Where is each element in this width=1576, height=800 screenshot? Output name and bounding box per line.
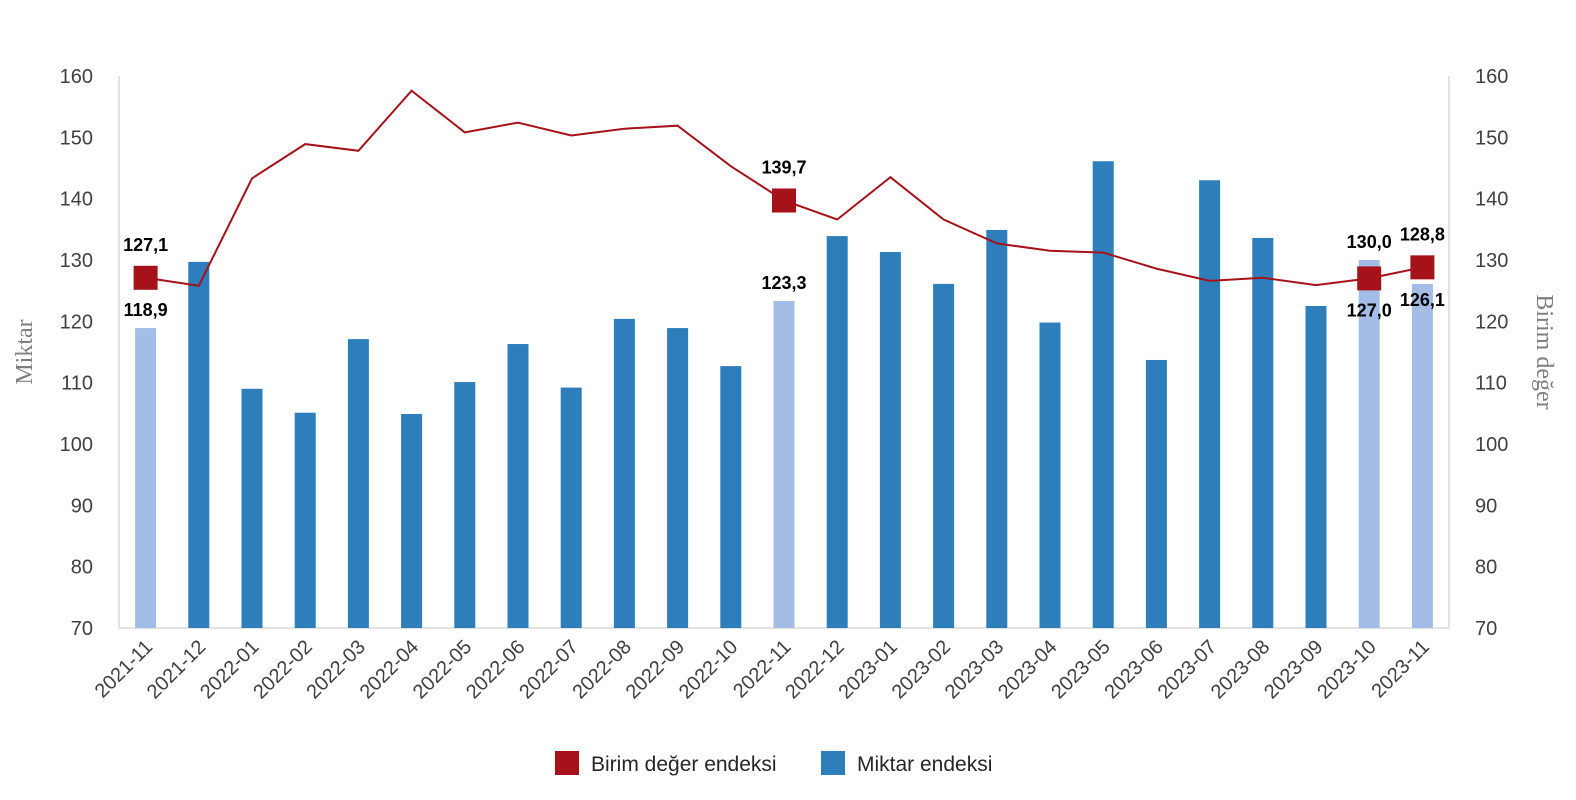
bar bbox=[401, 413, 423, 628]
bar bbox=[188, 261, 210, 628]
bar bbox=[507, 344, 529, 628]
bar bbox=[1305, 306, 1327, 628]
bar bbox=[454, 382, 476, 628]
right-axis-title: Birim değer bbox=[1531, 294, 1557, 409]
bar bbox=[294, 412, 316, 628]
left-tick-label: 100 bbox=[60, 434, 93, 456]
left-tick-labels: 70 80 90 100 110 120 130 140 150 160 bbox=[60, 66, 93, 640]
legend-swatch-birim bbox=[555, 751, 579, 775]
bar bbox=[560, 387, 582, 628]
data-label: 118,9 bbox=[124, 300, 168, 320]
bar bbox=[986, 229, 1008, 629]
line-marker bbox=[772, 188, 796, 213]
left-tick-label: 110 bbox=[61, 373, 93, 395]
bar bbox=[1039, 322, 1061, 628]
x-tick-labels: 2021-112021-122022-012022-022022-032022-… bbox=[91, 636, 1434, 703]
x-tick-label: 2022-10 bbox=[675, 636, 742, 703]
legend-swatch-miktar bbox=[821, 751, 845, 775]
right-tick-label: 110 bbox=[1475, 373, 1507, 395]
legend-label-miktar: Miktar endeksi bbox=[857, 753, 992, 776]
bar bbox=[241, 388, 263, 628]
bar bbox=[613, 318, 635, 628]
bar bbox=[1252, 237, 1274, 629]
bar bbox=[933, 283, 955, 628]
line-markers bbox=[133, 188, 1435, 291]
bar bbox=[1145, 359, 1167, 628]
right-tick-label: 120 bbox=[1475, 311, 1508, 333]
line-marker bbox=[1357, 266, 1382, 291]
data-label: 123,3 bbox=[761, 273, 806, 293]
right-tick-label: 100 bbox=[1475, 434, 1508, 456]
data-labels: 127,1 118,9 139,7 123,3 130,0 127,0 128,8 126,1 bbox=[123, 158, 1445, 321]
data-label: 127,1 bbox=[123, 235, 168, 255]
x-tick-label: 2023-11 bbox=[1368, 636, 1434, 702]
right-tick-label: 130 bbox=[1475, 250, 1508, 272]
bar bbox=[773, 301, 795, 628]
left-tick-label: 120 bbox=[60, 311, 93, 333]
left-tick-label: 160 bbox=[60, 66, 93, 88]
line-marker bbox=[1410, 255, 1435, 280]
bar bbox=[1358, 260, 1380, 628]
right-tick-label: 70 bbox=[1475, 618, 1497, 640]
right-tick-label: 90 bbox=[1475, 495, 1497, 517]
legend-label-birim: Birim değer endeksi bbox=[591, 753, 777, 776]
left-tick-label: 80 bbox=[71, 557, 93, 579]
line-marker bbox=[133, 265, 158, 290]
left-tick-label: 90 bbox=[71, 495, 93, 517]
data-label: 139,7 bbox=[761, 158, 806, 178]
bar bbox=[720, 366, 742, 628]
bar bbox=[879, 252, 901, 628]
right-tick-label: 140 bbox=[1475, 189, 1508, 211]
legend: Birim değer endeksi Miktar endeksi bbox=[555, 751, 992, 776]
right-tick-label: 150 bbox=[1475, 127, 1508, 149]
left-tick-label: 130 bbox=[60, 250, 93, 272]
x-tick-label: 2023-10 bbox=[1313, 636, 1380, 703]
line-series bbox=[145, 89, 1423, 287]
data-label: 130,0 bbox=[1347, 232, 1392, 252]
right-tick-label: 160 bbox=[1475, 66, 1508, 88]
bar bbox=[135, 328, 157, 628]
bars bbox=[135, 161, 1433, 629]
bar bbox=[1411, 283, 1433, 628]
left-axis-title: Miktar bbox=[12, 319, 38, 384]
bar bbox=[826, 236, 848, 628]
right-tick-label: 80 bbox=[1475, 557, 1497, 579]
bar bbox=[667, 328, 689, 628]
right-tick-labels: 70 80 90 100 110 120 130 140 150 160 bbox=[1475, 66, 1508, 640]
bar bbox=[347, 339, 369, 628]
data-label: 127,0 bbox=[1347, 300, 1392, 320]
bar bbox=[1199, 180, 1221, 628]
birim-deger-line bbox=[145, 89, 1423, 287]
data-label: 128,8 bbox=[1400, 224, 1445, 244]
left-tick-label: 150 bbox=[60, 127, 93, 149]
left-tick-label: 70 bbox=[71, 618, 93, 640]
left-tick-label: 140 bbox=[60, 189, 93, 211]
data-label: 126,1 bbox=[1400, 290, 1445, 310]
bar bbox=[1092, 161, 1114, 628]
